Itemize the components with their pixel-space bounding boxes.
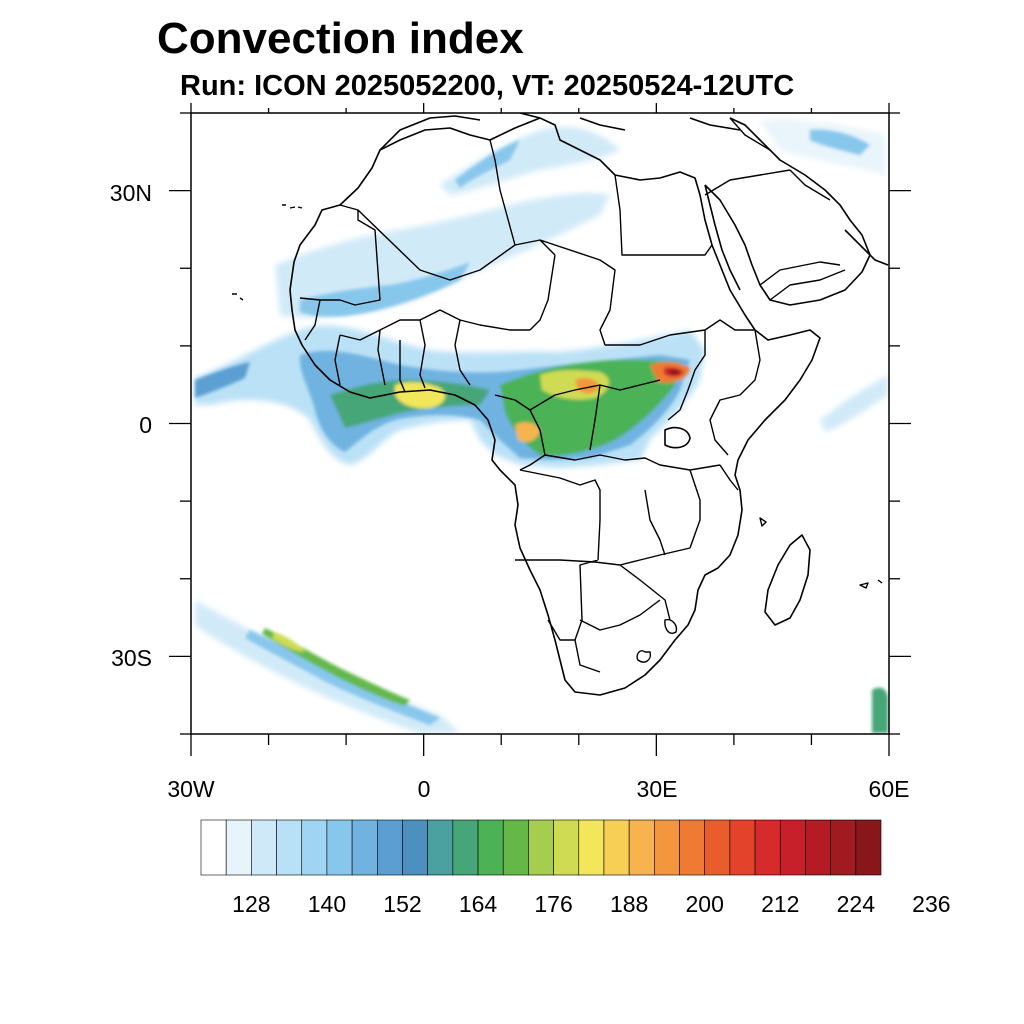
colorbar-box [704,819,731,876]
mediterranean-north [379,113,741,151]
y-axis-labels: 30N 0 30S [110,180,152,671]
y-tick-label-30s: 30S [111,645,152,671]
field-arabia-light [760,119,885,175]
colorbar-label: 176 [534,891,572,917]
field-sahel-light [275,192,610,318]
x-axis-labels: 30W 0 30E 60E [167,776,909,802]
y-tick-label-30n: 30N [110,180,152,206]
colorbar-box [251,819,277,876]
red-sea-gulf [704,184,889,291]
arabian-coast [704,117,871,306]
colorbar-label: 164 [459,891,498,917]
country-borders [232,117,883,673]
colorbar-box [628,819,655,876]
colorbar-box [754,819,781,876]
field-atlantic-yellow [272,632,305,652]
islands-east [759,517,883,589]
colorbar-box [452,819,479,876]
field-east-indian-light [820,375,888,432]
field-arabia-mid [810,129,870,155]
colorbar-box [654,819,680,876]
plot-frame [169,103,911,756]
map-subtitle: Run: ICON 2025052200, VT: 20250524-12UTC [180,70,795,102]
colorbar-label: 140 [308,891,346,917]
colorbar-box [805,819,831,876]
field-guinea-yellow [395,382,446,409]
colorbar-box [376,819,403,876]
lake-victoria [664,426,691,449]
convection-field [195,119,888,733]
colorbar-box [679,819,706,876]
colorbar-box [578,819,605,876]
colorbar-box [603,819,630,876]
x-tick-label-60e: 60E [869,776,910,802]
field-sahel-mid [300,262,470,317]
colorbar-labels: 128 140 152 164 176 188 200 212 224 236 [232,891,950,917]
x-tick-label-30w: 30W [167,776,215,802]
colorbar-box [225,819,252,876]
colorbar-box [528,819,554,876]
field-north-light [440,126,620,195]
x-tick-label-30e: 30E [637,776,678,802]
colorbar-box [855,819,882,876]
colorbar: 128 140 152 164 176 188 200 212 224 236 [200,819,951,917]
colorbar-box [502,819,529,876]
colorbar-label: 152 [383,891,421,917]
field-hotspot-dark [670,369,680,375]
colorbar-box [276,819,303,876]
madagascar [764,534,811,626]
y-tick-label-0: 0 [139,412,152,438]
colorbar-box [427,819,454,876]
colorbar-label: 128 [232,891,270,917]
border-lines [299,117,846,673]
field-car-orange [575,378,600,394]
colorbar-label: 212 [761,891,799,917]
colorbar-box [402,819,428,876]
colorbar-label: 200 [686,891,724,917]
colorbar-box [301,819,328,876]
colorbar-boxes [200,819,882,876]
field-sw-corner [872,687,888,733]
colorbar-box [830,819,857,876]
colorbar-box [553,819,580,876]
africa-coastline [289,117,821,696]
colorbar-box [351,819,378,876]
x-tick-label-0: 0 [418,776,431,802]
colorbar-box [200,819,227,876]
colorbar-label: 236 [912,891,950,917]
field-libya-mid [455,140,520,188]
colorbar-box [729,819,756,876]
canary-islands [232,204,303,301]
map-title: Convection index [157,14,524,63]
colorbar-box [326,819,353,876]
field-cameroon-orange [515,422,540,442]
colorbar-label: 188 [610,891,648,917]
colorbar-label: 224 [837,891,876,917]
colorbar-box [477,819,504,876]
colorbar-box [779,819,806,876]
coastlines [289,113,889,696]
field-tropical-atlantic-mid [195,362,250,398]
